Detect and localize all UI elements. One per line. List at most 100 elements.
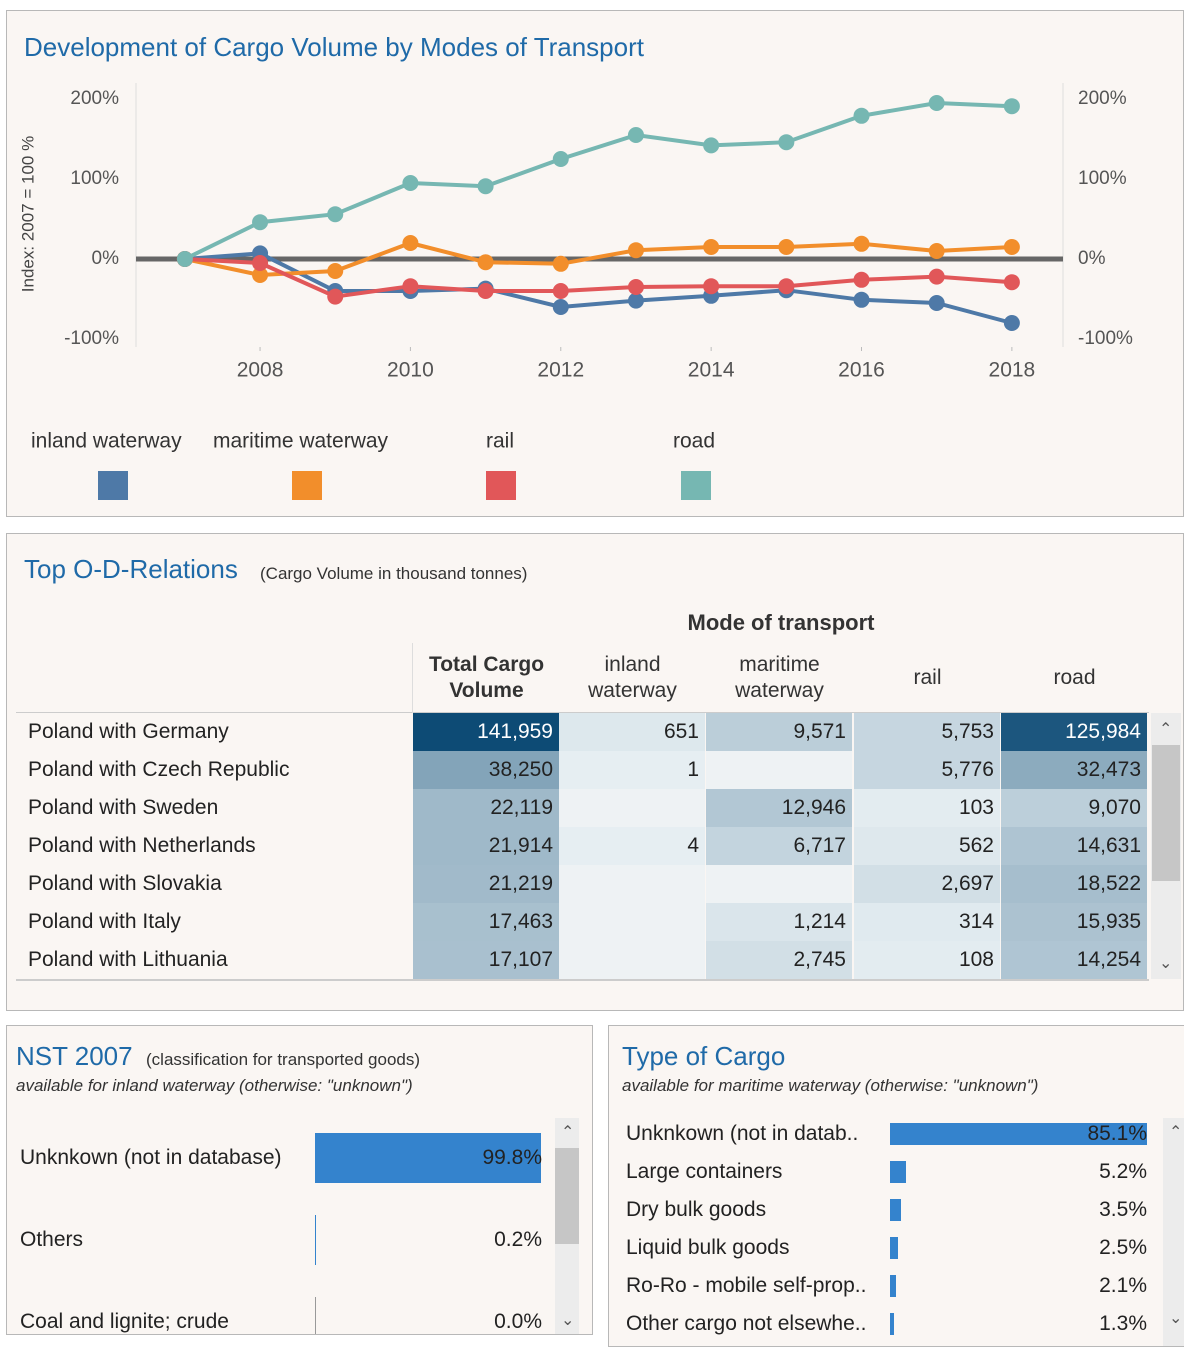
point [1003,315,1020,331]
point [327,288,344,305]
x-tick-label: 2016 [838,359,885,382]
y-tick-label: 100% [70,168,119,189]
point [853,271,870,288]
cell: 12,946 [706,789,852,827]
bar-baseline [315,1215,316,1265]
cell: 38,250 [413,751,559,789]
cell: 15,935 [1001,903,1147,941]
point [627,292,644,309]
category-label: Unknkown (not in database) [20,1146,282,1169]
point [1003,98,1020,115]
series-line [184,251,1013,325]
column-header: rail [913,666,942,689]
scroll-thumb [555,1148,579,1244]
cell: 103 [854,789,1000,827]
cell: 141,959 [413,713,559,751]
cell: 22,119 [413,789,559,827]
panel-note: available for maritime waterway (otherwi… [622,1076,1039,1095]
point [1003,274,1020,291]
cell: 21,914 [413,827,559,865]
line-panel: Development of Cargo Volume by Modes of … [6,10,1184,517]
value-label: 85.1% [1087,1122,1147,1145]
cell: 17,107 [413,941,559,979]
y2-tick-label: 0% [1078,248,1106,269]
legend-swatch [681,471,711,500]
legend-label: road [673,430,715,453]
empty-cell [559,903,705,941]
panel-subtitle: (classification for transported goods) [146,1050,421,1069]
cell: 2,745 [706,941,852,979]
scroll-up: ⌃ [561,1124,575,1141]
group-header: Mode of transport [687,610,875,635]
category-label: Unknkown (not in datab.. [626,1122,859,1145]
row-label: Poland with Sweden [28,796,219,819]
category-label: Coal and lignite; crude petroleum and na… [20,1310,229,1333]
point [252,214,269,231]
series-line [184,257,1013,299]
point [477,283,494,299]
value-label: 1.3% [1099,1312,1147,1335]
table-title: Top O-D-Relations [24,554,238,584]
scroll-thumb [1152,745,1180,881]
value-label: 2.5% [1099,1236,1147,1259]
cell: 9,571 [706,713,852,751]
y2-tick-label: -100% [1078,328,1133,349]
bar [890,1275,897,1297]
point [252,255,269,271]
bar [315,1133,541,1183]
category-label: Liquid bulk goods [626,1236,790,1259]
cell: 5,776 [854,751,1000,789]
legend-swatch [98,471,128,500]
column-header: maritime waterway [735,653,824,702]
cell: 1 [559,751,705,789]
row-label: Poland with Italy [28,910,181,933]
bar [890,1313,894,1335]
panel-note: available for inland waterway (otherwise… [16,1076,413,1095]
bar [890,1237,898,1259]
point [627,242,644,259]
category-label: Ro-Ro - mobile self-prop.. [626,1274,867,1297]
empty-cell [706,865,852,903]
table-rule [16,979,1149,981]
row-label: Poland with Lithuania [28,948,228,971]
category-label: Dry bulk goods [626,1198,767,1221]
point [778,134,795,151]
header-sep [412,643,413,713]
scroll-up: ⌃ [1159,721,1173,738]
point [552,255,569,272]
value-label: 0.0% [494,1310,542,1333]
row-label: Poland with Germany [28,720,229,743]
x-tick-label: 2018 [989,359,1036,382]
point [477,178,494,195]
bar [890,1123,1147,1145]
bar-baseline [315,1297,316,1334]
legend-label: rail [486,430,514,453]
category-label: Large containers [626,1160,783,1183]
y-tick-label: -100% [64,328,119,349]
empty-cell [559,789,705,827]
cell: 125,984 [1001,713,1147,751]
point [853,235,870,252]
point [928,243,945,259]
cell: 651 [559,713,705,751]
row-label: Poland with Netherlands [28,834,256,857]
cell: 2,697 [854,865,1000,903]
y-axis-label: Index: 2007 = 100 % [18,136,37,292]
scroll-down: ⌄ [1159,955,1173,972]
point [853,291,870,308]
scroll-down: ⌄ [1169,1310,1183,1327]
legend-label: inland waterway [31,430,182,453]
point [402,278,419,295]
scroll-up: ⌃ [1169,1124,1183,1141]
cell: 14,254 [1001,941,1147,979]
bar [890,1199,901,1221]
series-line [183,100,1012,261]
x-tick-label: 2010 [387,359,434,382]
row-label: Poland with Slovakia [28,872,222,895]
column-header: Total Cargo Volume [428,653,545,702]
cargo-type-panel: Type of Cargo available for maritime wate… [608,1025,1184,1347]
cell: 18,522 [1001,865,1147,903]
value-label: 2.1% [1099,1274,1147,1297]
nst-panel: NST 2007 (classification for transported … [6,1025,593,1335]
